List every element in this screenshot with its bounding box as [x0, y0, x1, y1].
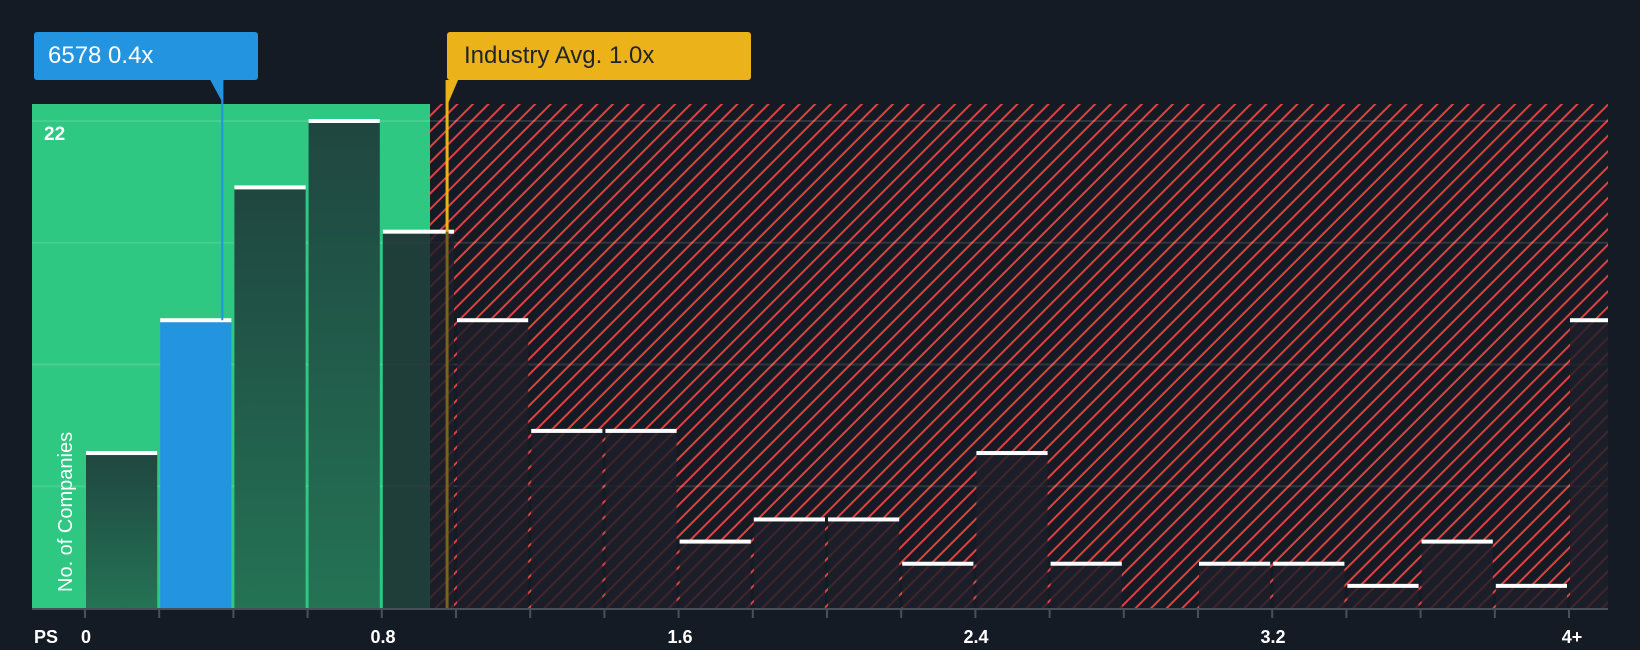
x-tick-label: 1.6 — [667, 627, 693, 647]
industry-callout-pointer — [446, 80, 459, 108]
histogram-bar — [1570, 320, 1608, 608]
bar-cap — [531, 428, 603, 433]
y-axis-title: No. of Companies — [55, 431, 77, 592]
bar-cap — [1273, 561, 1345, 566]
bar-cap — [234, 185, 306, 190]
histogram-bar — [753, 519, 825, 608]
histogram-bar — [1050, 563, 1122, 608]
histogram-bar — [976, 453, 1048, 608]
histogram-bar — [679, 541, 751, 608]
bar-cap — [605, 428, 677, 433]
histogram-bar — [234, 187, 306, 608]
y-axis-max-label: 22 — [44, 124, 66, 145]
x-tick-label: 2.4 — [963, 627, 989, 647]
bar-cap — [902, 561, 974, 566]
histogram-bar — [902, 563, 974, 608]
bar-cap — [1570, 318, 1608, 323]
industry-average-callout: Industry Avg. 1.0x — [447, 32, 751, 80]
bar-cap — [1495, 583, 1567, 588]
histogram-bar — [1495, 585, 1567, 608]
histogram-bar — [457, 320, 529, 608]
histogram-bar — [1273, 563, 1345, 608]
histogram-bar — [1347, 585, 1419, 608]
company-callout-pointer — [210, 80, 224, 104]
bar-cap — [976, 451, 1048, 456]
histogram-bar — [382, 231, 454, 608]
x-tick-label: 0 — [80, 627, 92, 647]
bar-cap — [679, 539, 751, 544]
histogram-bar — [308, 121, 380, 608]
company-ps-callout: 6578 0.4x — [34, 32, 258, 80]
histogram-bar — [1199, 563, 1271, 608]
histogram-bar — [828, 519, 900, 608]
bar-cap — [86, 451, 158, 456]
bar-cap — [828, 517, 900, 522]
bar-cap — [457, 318, 529, 323]
x-axis-prefix: PS — [34, 627, 59, 647]
x-tick-label: 0.8 — [370, 627, 396, 647]
x-tick-label: 3.2 — [1260, 627, 1286, 647]
bar-cap — [1347, 583, 1419, 588]
histogram-bar — [86, 453, 158, 608]
histogram-bar — [605, 430, 677, 608]
histogram-bar — [531, 430, 603, 608]
bar-cap — [308, 119, 380, 123]
bar-cap — [1199, 561, 1271, 566]
bar-cap — [1421, 539, 1493, 544]
x-tick-label: 4+ — [1561, 627, 1583, 647]
histogram-bar — [1421, 541, 1493, 608]
bar-cap — [753, 517, 825, 522]
bar-cap — [1050, 561, 1122, 566]
bar-cap — [382, 229, 454, 234]
company-bar — [160, 320, 232, 608]
bar-cap — [160, 318, 232, 323]
